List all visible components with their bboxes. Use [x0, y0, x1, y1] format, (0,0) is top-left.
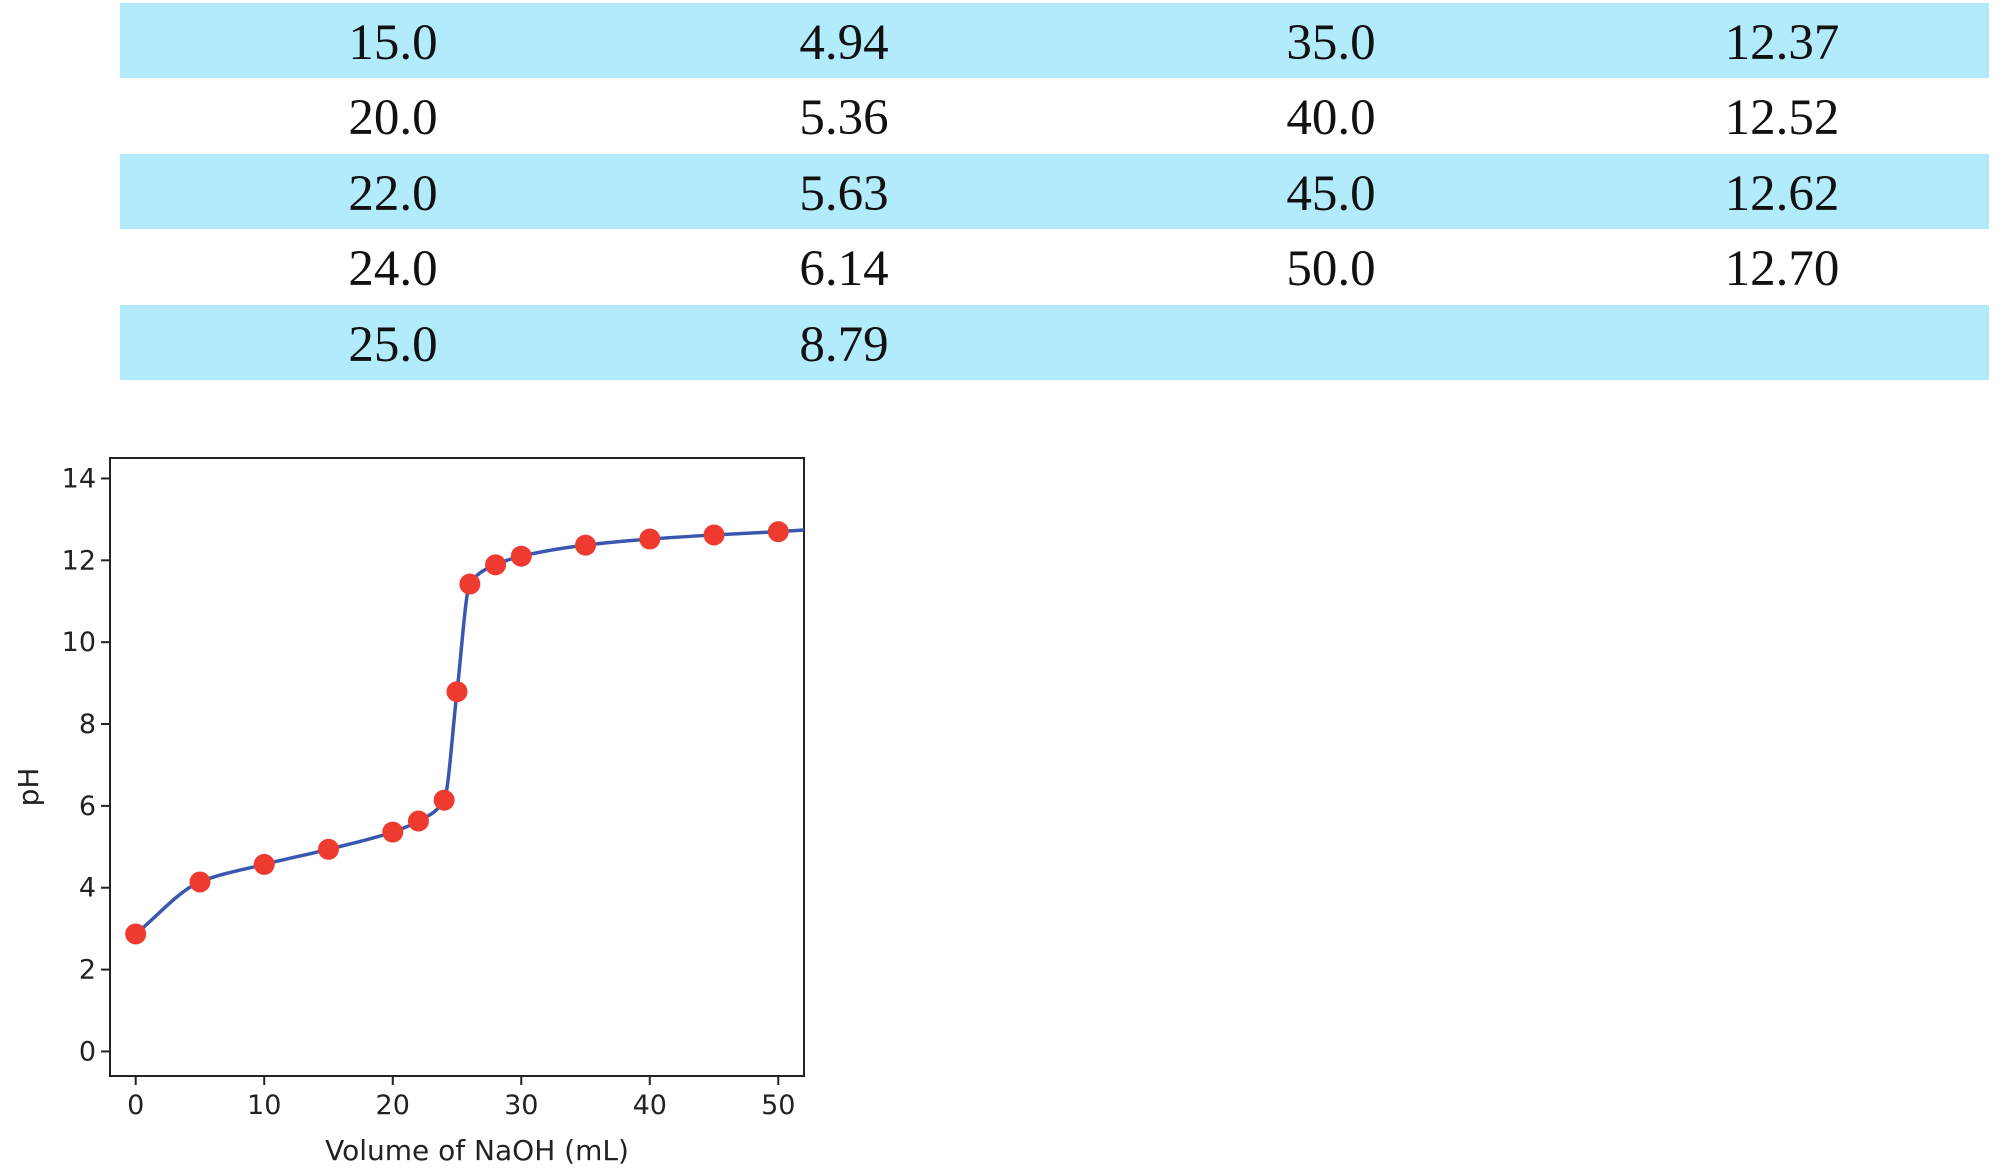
data-point [446, 681, 468, 703]
data-point [407, 810, 429, 832]
table-cell: 20.0 [348, 90, 438, 147]
y-tick-label: 8 [79, 709, 96, 740]
data-point [189, 871, 211, 893]
table-cell: 12.37 [1724, 15, 1840, 71]
data-point [485, 554, 507, 576]
table-row: 24.0 6.14 50.0 12.70 [120, 229, 1989, 304]
table-cell: 12.62 [1724, 165, 1840, 222]
data-point [253, 853, 275, 875]
table-cell [1201, 305, 1461, 380]
table-cell: 5.63 [799, 165, 889, 222]
table-cell: 15.0 [348, 15, 438, 71]
y-tick-label: 14 [62, 463, 96, 494]
table-cell: 35.0 [1286, 15, 1376, 71]
y-axis-label: pH [12, 768, 45, 807]
x-tick-label: 20 [376, 1090, 410, 1121]
x-tick-label: 50 [761, 1090, 795, 1121]
table-cell: 5.36 [799, 90, 889, 147]
table-cell: 22.0 [348, 165, 438, 222]
x-tick-label: 0 [127, 1090, 144, 1121]
x-tick-label: 10 [247, 1090, 281, 1121]
y-tick-label: 6 [79, 791, 96, 822]
table-cell: 6.14 [799, 241, 889, 298]
y-tick-label: 2 [79, 955, 96, 986]
y-tick-label: 0 [79, 1036, 96, 1067]
data-point [703, 524, 725, 546]
table-row: 20.0 5.36 40.0 12.52 [120, 78, 1989, 153]
titration-chart: 0 2 4 6 8 10 12 14 0 10 20 30 40 50 Volume of NaOH (mL… [12, 457, 805, 1167]
data-point [125, 923, 147, 945]
table-row: 22.0 5.63 45.0 12.62 [120, 153, 1989, 230]
table-cell: 12.70 [1724, 241, 1840, 298]
x-axis-label: Volume of NaOH (mL) [325, 1134, 629, 1167]
data-point [433, 789, 455, 811]
data-table: 15.0 4.94 35.0 12.37 20.0 5.36 40.0 12.52 22.0 5.… [120, 3, 1989, 380]
data-point [459, 573, 481, 595]
data-point [639, 528, 661, 550]
table-row: 15.0 4.94 35.0 12.37 [120, 3, 1989, 79]
table-cell: 4.94 [799, 15, 889, 71]
table-cell: 40.0 [1286, 90, 1376, 147]
data-point [575, 534, 597, 556]
table-cell: 24.0 [348, 241, 438, 298]
table-cell: 25.0 [348, 316, 438, 373]
x-tick-label: 40 [633, 1090, 667, 1121]
data-point [317, 838, 339, 860]
table-cell [1652, 305, 1912, 380]
table-cell: 12.52 [1724, 90, 1840, 147]
data-point [382, 821, 404, 843]
x-tick-label: 30 [504, 1090, 538, 1121]
y-tick-label: 10 [62, 627, 96, 658]
table-cell: 45.0 [1286, 165, 1376, 222]
y-tick-label: 4 [79, 873, 96, 904]
plot-frame [109, 457, 805, 1077]
data-point [510, 545, 532, 567]
data-point [767, 521, 789, 543]
table-cell: 50.0 [1286, 241, 1376, 298]
table-row: 25.0 8.79 [120, 304, 1989, 380]
y-tick-label: 12 [62, 545, 96, 576]
table-cell: 8.79 [799, 316, 889, 373]
